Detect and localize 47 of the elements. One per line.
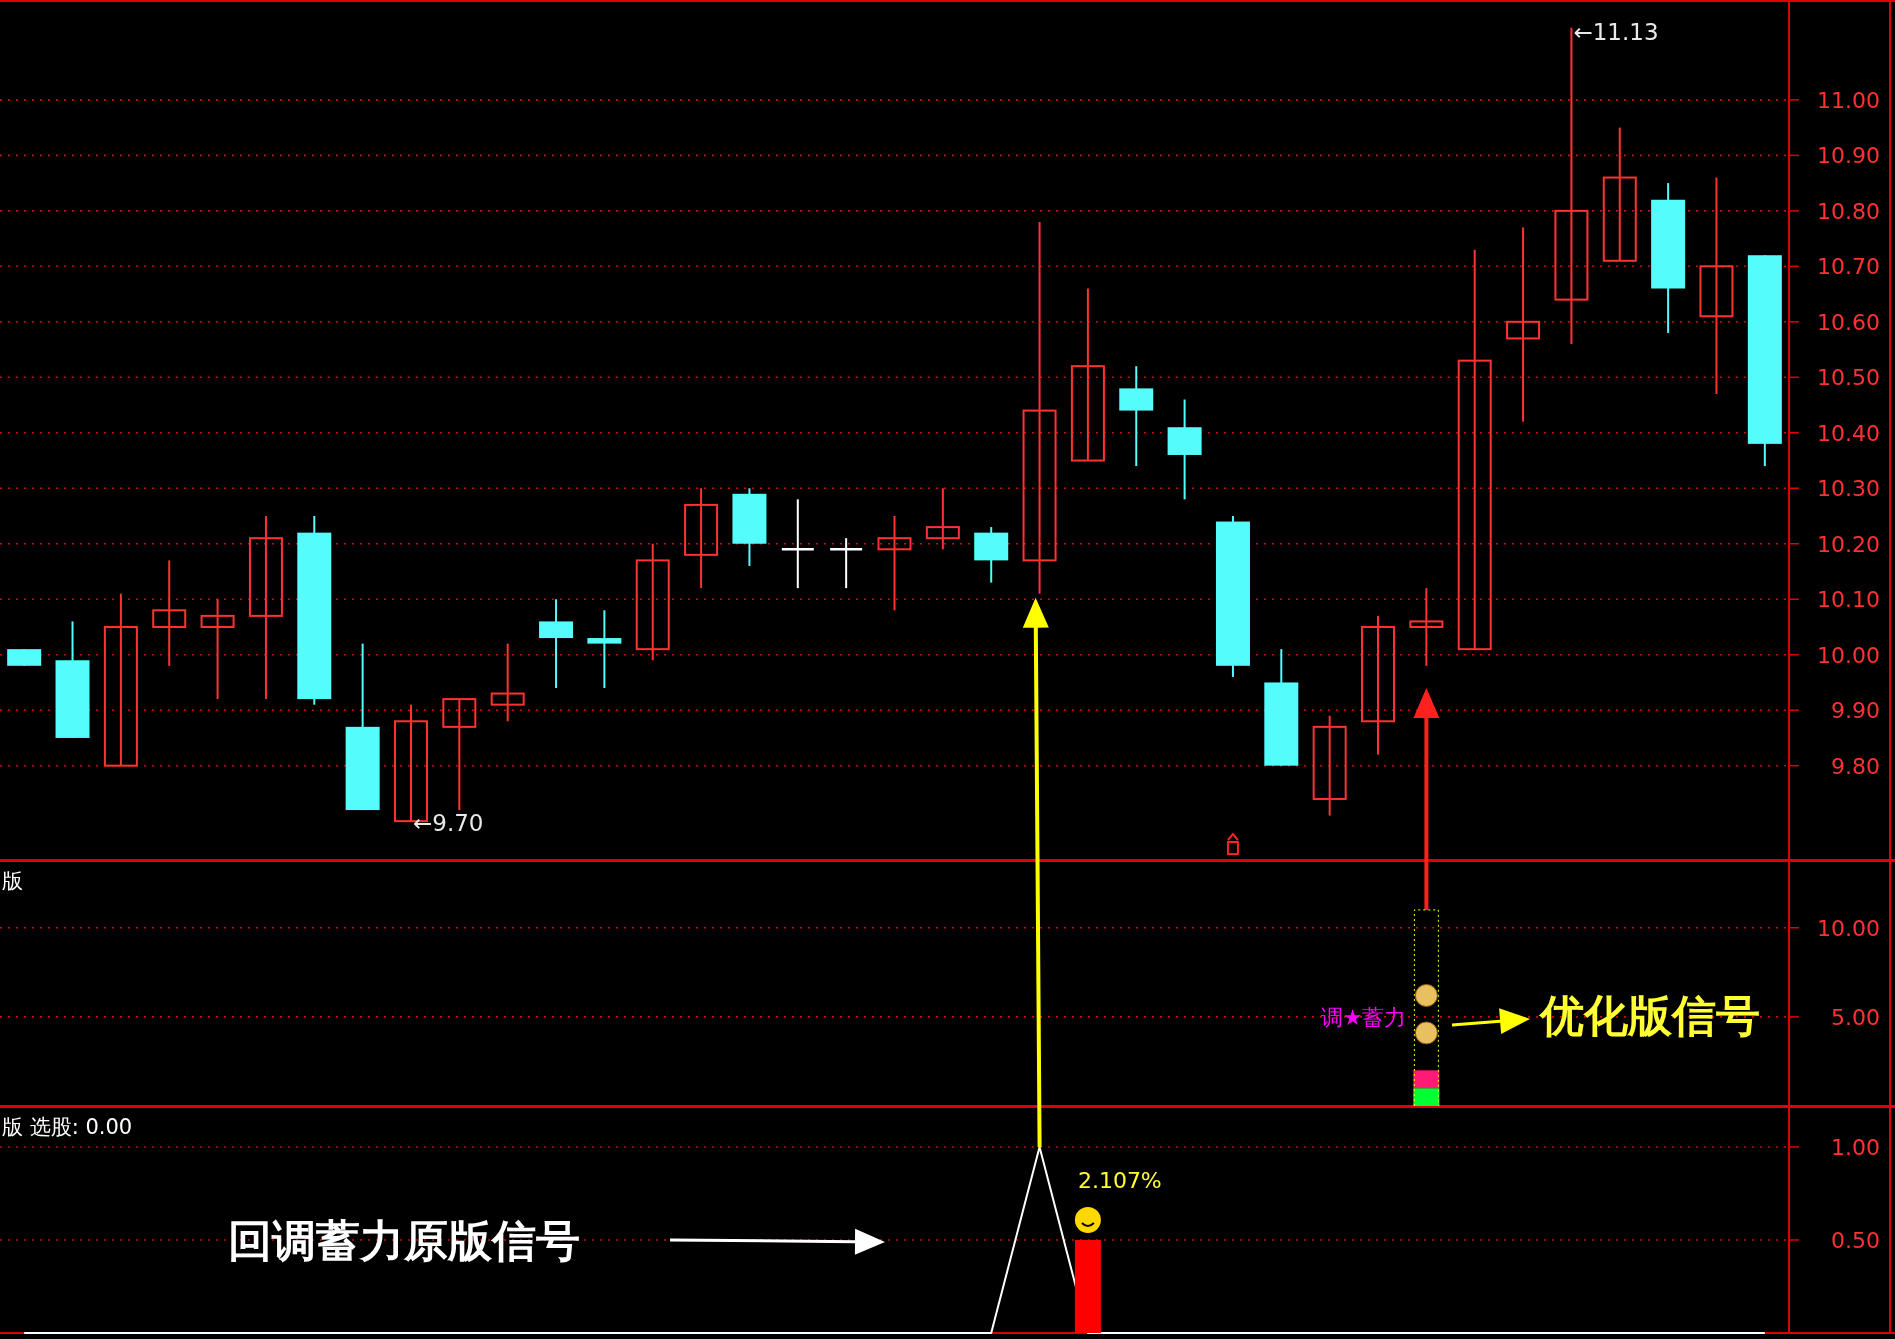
chart-title: 版 (2, 869, 23, 893)
y-tick-label: 10.90 (1817, 143, 1880, 169)
y-tick-label: 10.00 (1817, 642, 1880, 668)
annotation: 回调蓄力原版信号 (228, 1214, 580, 1266)
y-tick-label: 0.50 (1831, 1227, 1880, 1253)
candlestick (635, 542, 670, 662)
candlestick (103, 592, 138, 767)
y-tick-label: 9.90 (1831, 698, 1880, 724)
y-tick-label: 10.50 (1817, 365, 1880, 391)
candlestick (1312, 714, 1347, 817)
y-tick-label: 10.30 (1817, 476, 1880, 502)
candlestick (1409, 587, 1444, 667)
annotation: ←9.70 (412, 810, 484, 837)
candlestick (200, 598, 235, 701)
y-tick-label: 11.00 (1817, 87, 1880, 113)
candlestick (1457, 248, 1492, 651)
candlestick (1506, 226, 1541, 423)
candlestick (780, 498, 816, 590)
annotation: 调★蓄力 (1320, 1004, 1407, 1030)
y-tick-label: 10.60 (1817, 309, 1880, 335)
annotation: ←11.13 (1573, 18, 1659, 45)
candlestick (1361, 614, 1396, 756)
candlestick (1602, 126, 1637, 262)
y-tick-label: 1.00 (1831, 1134, 1880, 1160)
candlestick (490, 642, 525, 723)
y-tick-label: 10.80 (1817, 198, 1880, 224)
candlestick (152, 559, 187, 667)
y-tick-label: 10.40 (1817, 420, 1880, 446)
y-tick-label: 10.00 (1817, 915, 1880, 941)
candlestick (1070, 287, 1105, 462)
y-tick-label: 9.80 (1831, 753, 1880, 779)
candlestick (877, 515, 912, 612)
annotation: 2.107% (1077, 1167, 1162, 1193)
y-tick-label: 10.20 (1817, 531, 1880, 557)
candlestick (587, 609, 622, 689)
candlestick (1699, 176, 1734, 395)
candlestick (684, 487, 719, 590)
candlestick (925, 487, 960, 551)
candlestick (442, 698, 477, 812)
y-tick-label: 10.10 (1817, 587, 1880, 613)
y-tick-label: 10.70 (1817, 254, 1880, 280)
candlestick (248, 515, 283, 701)
annotation: 优化版信号 (1538, 989, 1760, 1041)
text: 版 选股: 0.00 (2, 1115, 133, 1139)
candlestick (1022, 220, 1057, 595)
candlestick (828, 537, 864, 590)
y-tick-label: 5.00 (1831, 1004, 1880, 1030)
